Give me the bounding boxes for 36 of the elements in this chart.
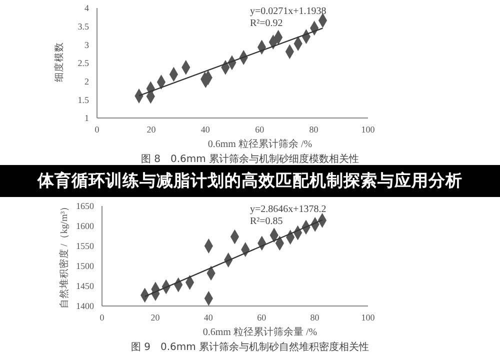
y-tick-label: 1550 bbox=[76, 241, 94, 252]
y-tick-label: 1 bbox=[84, 113, 89, 124]
x-tick-label: 60 bbox=[257, 312, 267, 322]
x-axis-title: 0.6mm 粒径累计筛余量 /% bbox=[202, 326, 318, 339]
y-tick-label: 1.5 bbox=[78, 94, 90, 105]
y-tick-label: 1500 bbox=[76, 261, 94, 272]
annotation: y=2.8646x+1378.2 bbox=[250, 204, 326, 216]
y-tick-label: 4 bbox=[84, 3, 90, 14]
y-tick-label: 1400 bbox=[76, 301, 94, 312]
annotation: y=0.0271x+1.1938 bbox=[250, 6, 326, 18]
x-tick-label: 20 bbox=[150, 312, 160, 322]
y-tick-label: 2.5 bbox=[78, 58, 90, 68]
x-tick-label: 60 bbox=[255, 124, 265, 134]
caption: 图 8 0.6mm 累计筛余与机制砂细度模数相关性 bbox=[140, 152, 360, 166]
text: 体育循环训练与减脂计划的高效匹配机制探索与应用分析 bbox=[38, 170, 462, 192]
x-tick-label: 80 bbox=[310, 312, 320, 322]
x-axis-title: 0.6mm 粒径累计筛余 /% bbox=[206, 138, 314, 151]
y-tick-label: 3 bbox=[84, 40, 90, 50]
x-tick-label: 80 bbox=[309, 124, 319, 134]
y-tick-label: 3.5 bbox=[78, 22, 90, 32]
x-tick-label: 0 bbox=[94, 124, 100, 134]
x-tick-label: 100 bbox=[361, 312, 376, 322]
y-tick-label: 1650 bbox=[76, 201, 94, 212]
y-tick-label: 2 bbox=[84, 76, 89, 87]
x-tick-label: 100 bbox=[361, 124, 376, 134]
x-tick-label: 40 bbox=[204, 312, 214, 322]
y-tick-label: 1600 bbox=[76, 221, 94, 232]
y-tick-label: 1450 bbox=[76, 281, 94, 292]
annotation: R²=0.85 bbox=[250, 216, 284, 228]
caption: 图 9 0.6mm 累计筛余与机制砂自然堆积密度相关性 bbox=[130, 340, 370, 354]
y-axis-title: 自然堆积密度 /（kg/m³） bbox=[58, 200, 71, 310]
x-tick-label: 20 bbox=[146, 124, 156, 134]
x-tick-label: 0 bbox=[100, 312, 105, 322]
x-tick-label: 40 bbox=[200, 124, 210, 134]
y-axis-title: 细度模数 bbox=[53, 41, 66, 84]
annotation: R²=0.92 bbox=[250, 18, 284, 30]
